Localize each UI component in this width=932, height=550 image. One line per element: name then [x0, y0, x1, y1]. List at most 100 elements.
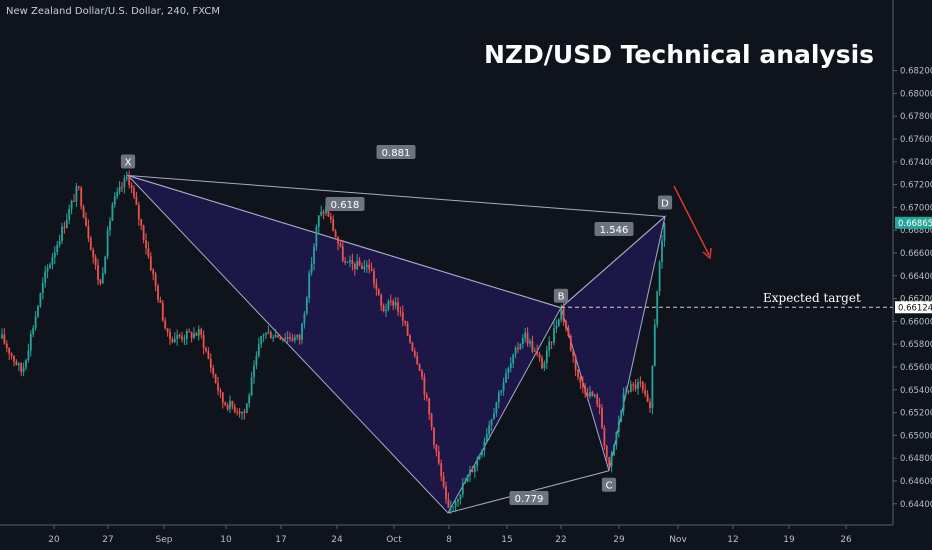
candle-body [500, 390, 503, 393]
chart-overlay [561, 185, 893, 308]
candle-body [171, 339, 174, 343]
candle-body [481, 450, 483, 456]
price-tick-label: 0.66600 [900, 249, 932, 259]
candle-body [92, 250, 95, 257]
candle-body [409, 335, 411, 343]
candle-body [53, 252, 56, 258]
price-tick-label: 0.68000 [900, 89, 932, 99]
candle-body [577, 369, 579, 378]
candle-body [85, 217, 87, 226]
candle-body [109, 220, 111, 231]
candle-body [262, 334, 265, 336]
candle-body [313, 246, 315, 264]
candle-body [8, 348, 11, 354]
candle-body [365, 264, 368, 267]
candle-body [620, 410, 623, 422]
candle-body [123, 178, 126, 188]
time-tick-label: 29 [613, 535, 625, 545]
candle-body [406, 323, 409, 336]
arrow-head [702, 247, 712, 260]
price-tick-label: 0.64400 [900, 500, 932, 510]
price-tick-label: 0.68200 [900, 67, 932, 77]
candle-body [73, 200, 75, 202]
candle-body [44, 271, 47, 283]
candle-body [320, 211, 323, 216]
candle-body [543, 363, 546, 369]
candle-body [142, 225, 145, 241]
candle-body [77, 186, 80, 188]
candle-body [361, 265, 363, 269]
point-label-b: B [558, 292, 565, 303]
candle-body [70, 200, 73, 209]
candle-body [305, 298, 308, 314]
candle-body [413, 350, 416, 357]
candle-body [550, 341, 553, 343]
candle-body [293, 337, 296, 341]
current-price-label: 0.66865 [898, 219, 932, 229]
candle-body [461, 483, 464, 495]
candle-body [490, 419, 493, 425]
candle-body [39, 293, 42, 307]
candle-body [197, 329, 200, 336]
candle-body [157, 285, 159, 301]
candle-body [46, 267, 49, 272]
candle-body [586, 393, 589, 397]
candle-body [104, 256, 107, 273]
candle-body [291, 338, 294, 341]
candle-body [82, 206, 85, 218]
candle-body [130, 185, 133, 189]
point-label-c: C [606, 481, 613, 492]
candle-body [373, 270, 375, 284]
candle-body [625, 391, 627, 394]
candle-body [339, 243, 342, 247]
candle-body [514, 347, 517, 355]
candle-body [447, 499, 450, 508]
candle-body [478, 455, 481, 460]
candle-body [663, 222, 666, 241]
candle-body [380, 294, 383, 306]
candle-body [185, 331, 188, 339]
candle-body [521, 338, 524, 344]
ratio-label-bg [325, 197, 365, 211]
candle-body [212, 368, 215, 375]
candle-body [658, 261, 661, 292]
candle-body [5, 343, 8, 349]
candle-body [445, 486, 447, 500]
candle-body [471, 470, 474, 472]
candle-body [121, 186, 123, 188]
price-tick-label: 0.64600 [900, 477, 932, 487]
candle-body [346, 261, 349, 263]
candle-body [519, 343, 522, 350]
time-axis-bg [0, 525, 932, 550]
candle-body [557, 319, 560, 326]
candle-body [32, 327, 35, 335]
candle-body [627, 391, 630, 393]
candle-body [507, 367, 510, 374]
candle-body [94, 256, 97, 266]
candle-body [209, 358, 212, 369]
candle-body [257, 344, 260, 357]
candle-body [253, 365, 255, 378]
candle-body [202, 334, 205, 349]
candle-body [651, 366, 654, 408]
candle-body [214, 374, 217, 384]
target-price-badge [895, 301, 932, 314]
candle-body [51, 257, 54, 265]
time-tick-label: 24 [331, 535, 343, 545]
candle-body [183, 338, 186, 340]
ratio-label-bg [376, 145, 416, 159]
ratio-label-bg [594, 222, 634, 236]
candle-body [22, 367, 25, 373]
candle-body [565, 320, 567, 329]
candle-body [375, 283, 378, 290]
candle-body [250, 377, 253, 396]
point-label-x: X [125, 157, 132, 168]
candle-body [512, 354, 515, 364]
candle-body [190, 332, 193, 338]
ratio-label: 1.546 [600, 225, 629, 236]
candle-body [601, 407, 603, 428]
candle-body [65, 219, 68, 228]
time-tick-label: 22 [555, 535, 566, 545]
candle-body [473, 466, 476, 472]
